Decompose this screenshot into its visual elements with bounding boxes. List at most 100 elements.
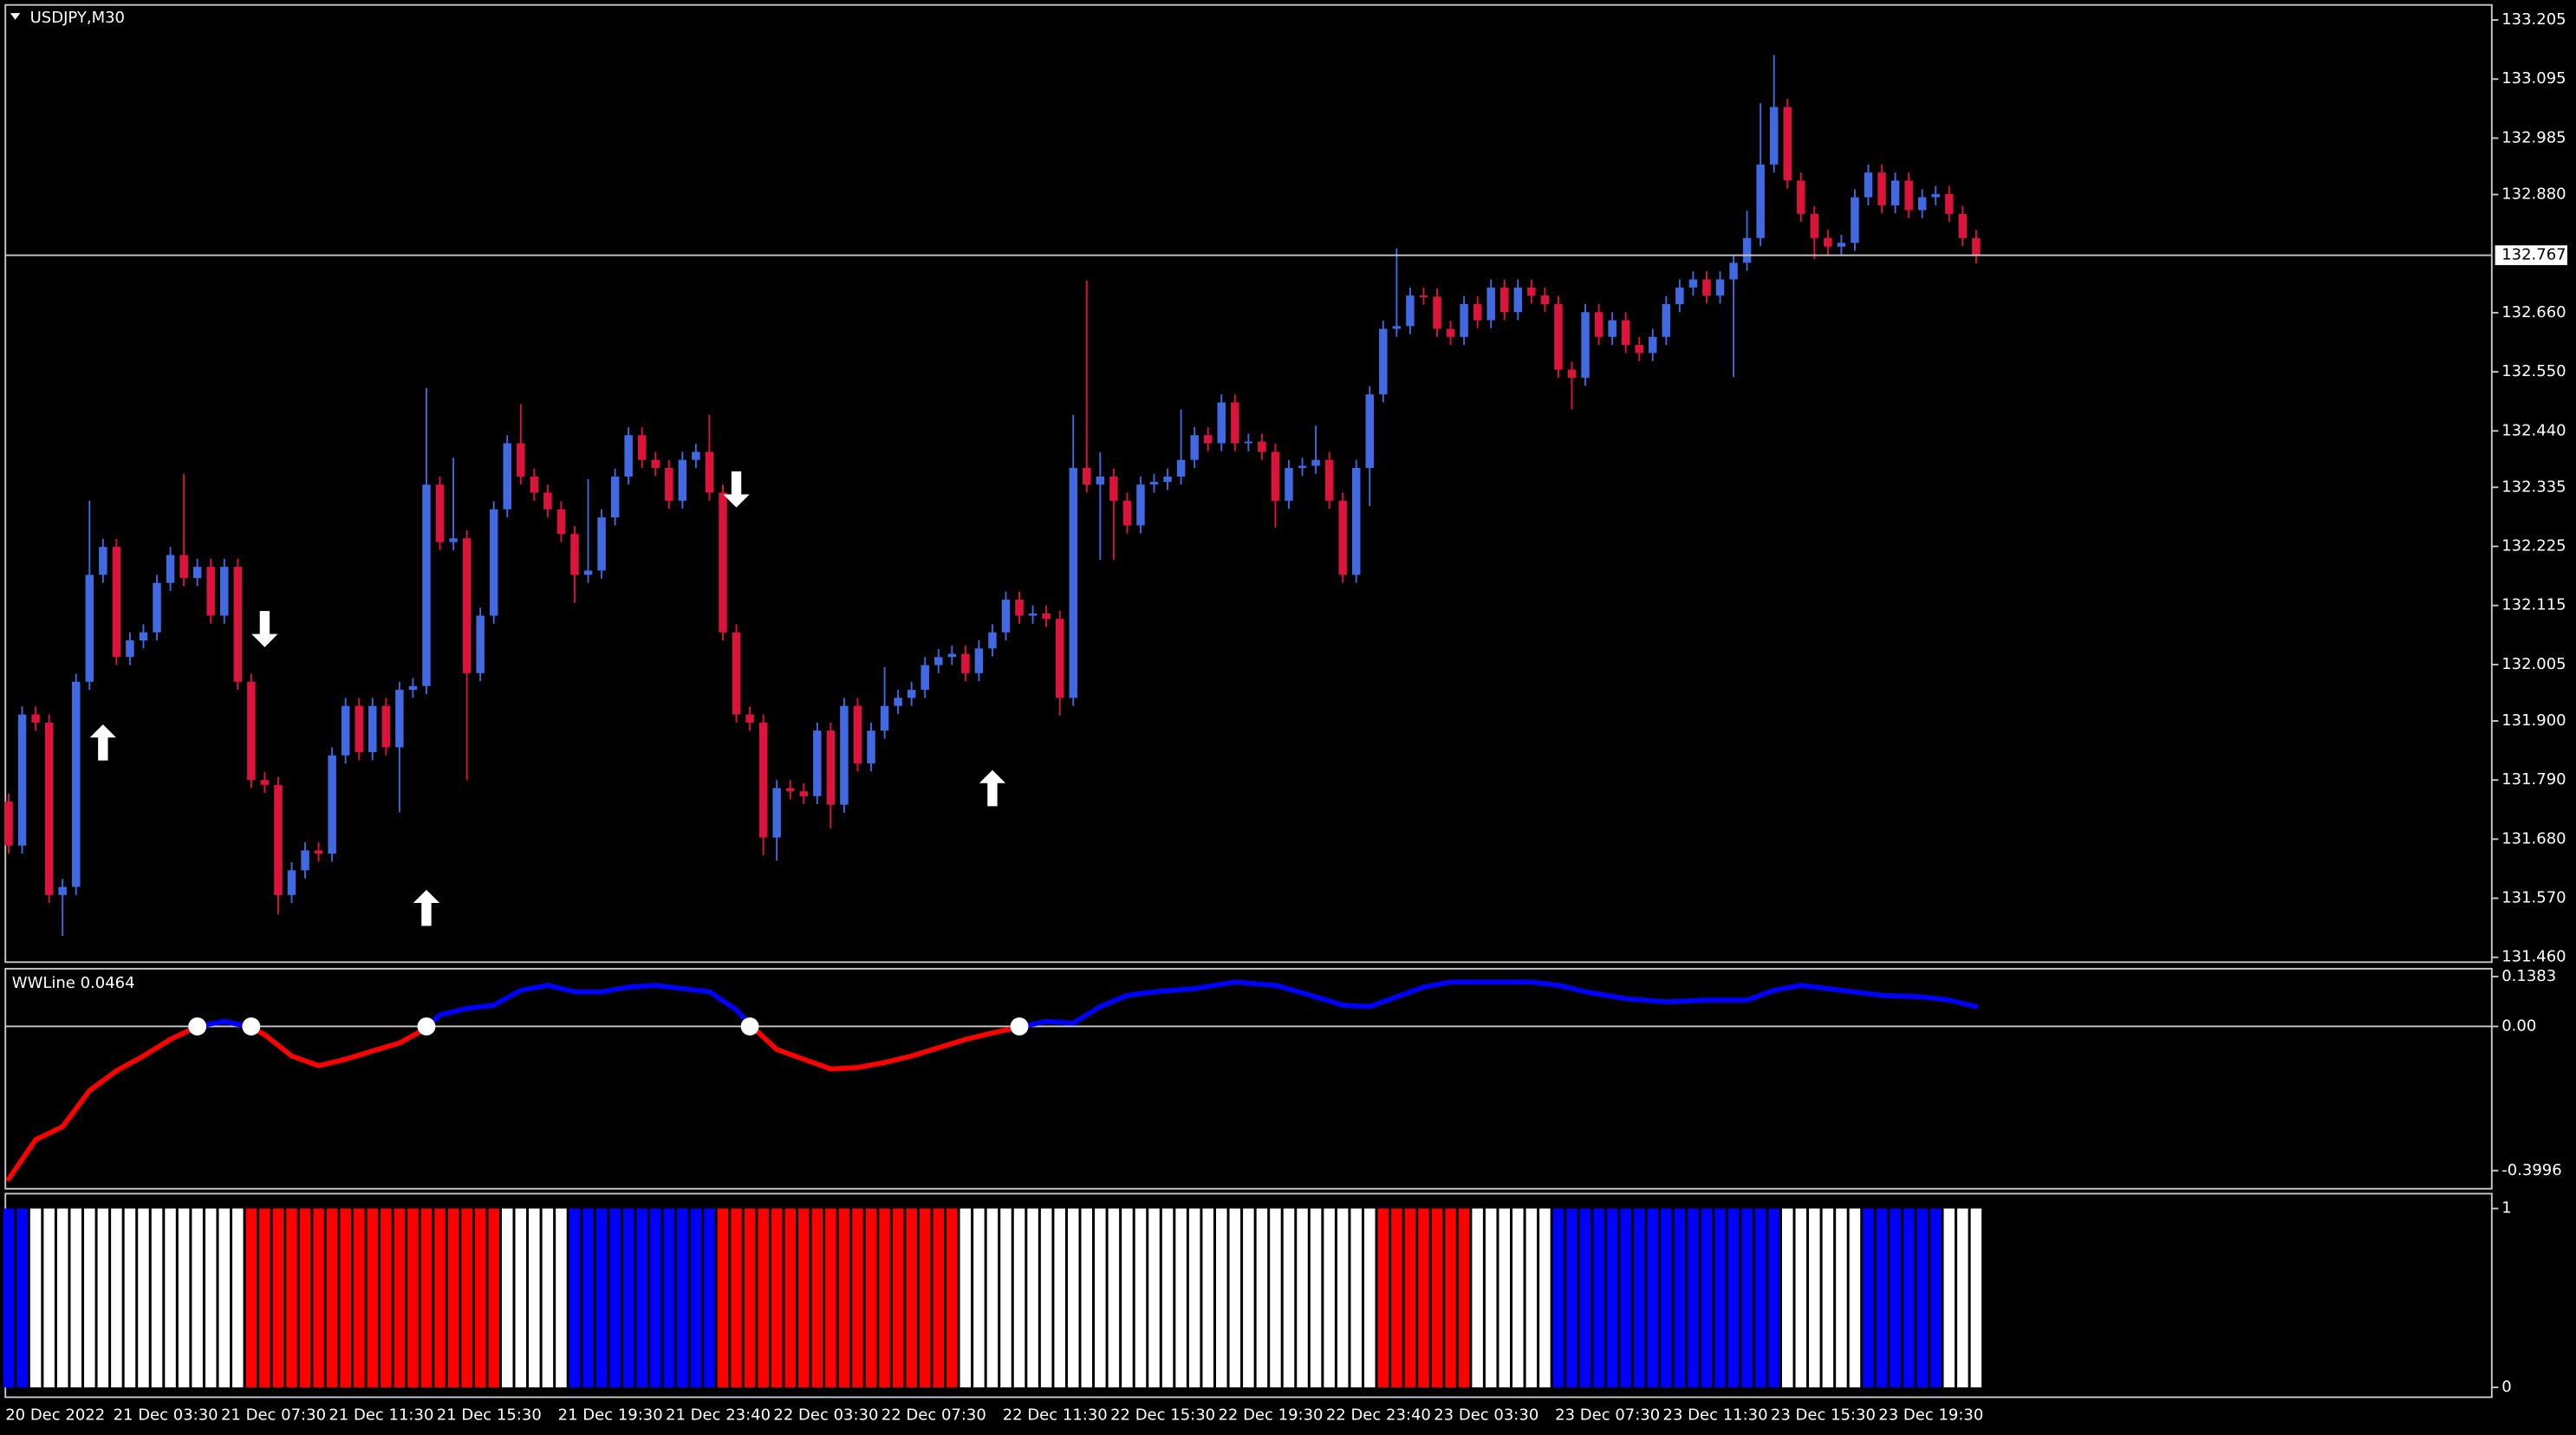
histogram-bar [192,1208,203,1388]
y-tick-label: 1 [2501,1199,2511,1217]
x-tick-label: 20 Dec 2022 [5,1406,105,1424]
histogram-bar [1633,1208,1645,1388]
histogram-bar [1566,1208,1577,1388]
histogram-bar [1593,1208,1604,1388]
candle-body [570,534,579,575]
histogram-bar [1040,1208,1052,1388]
histogram-bar [326,1208,338,1388]
histogram-bar [1579,1208,1591,1388]
histogram-bar [1067,1208,1079,1388]
histogram-bar [1175,1208,1187,1388]
candle-body [1311,459,1320,466]
histogram-bar [717,1208,729,1388]
histogram-bar [1472,1208,1483,1388]
candle-body [435,484,445,542]
indicator-line [774,1047,807,1062]
candle-body [745,714,754,723]
histogram-bar [609,1208,621,1388]
y-tick-label: 132.115 [2501,596,2566,614]
histogram-bar [906,1208,917,1388]
indicator-line [1313,994,1346,1008]
histogram-bar [1148,1208,1160,1388]
indicator-line [315,1056,348,1068]
candle-body [853,705,862,763]
candle-body [260,780,270,785]
histogram-bar [542,1208,554,1388]
candle-body [1675,287,1684,304]
histogram-bar [501,1208,513,1388]
histogram-bar [1095,1208,1106,1388]
histogram-bar [1297,1208,1308,1388]
candle-body [301,850,309,871]
y-tick-label: -0.3996 [2501,1161,2561,1179]
histogram-bar [474,1208,486,1388]
indicator-line [801,1056,834,1072]
indicator-panel-frame [4,967,2493,1190]
histogram-bar [1701,1208,1713,1388]
histogram-bar [447,1208,459,1388]
indicator-line [464,1003,497,1011]
candle-body [826,730,836,805]
histogram-bar [1781,1208,1793,1388]
candle-body [1729,263,1738,280]
candle-body [1688,279,1698,288]
candle-body [880,705,889,731]
histogram-bar [690,1208,702,1388]
histogram-bar [461,1208,472,1388]
candle-body [1783,107,1792,181]
candle-body [126,640,134,658]
candle-body [31,714,40,723]
candle-body [206,567,215,616]
arrow-up [979,769,1006,807]
candle-body [462,538,472,673]
histogram-bar [70,1208,81,1388]
candle-body [1837,243,1846,247]
x-tick-label: 22 Dec 03:30 [773,1406,878,1424]
indicator-line [828,1065,861,1072]
histogram-bar [259,1208,270,1388]
histogram-bar [959,1208,972,1388]
indicator-line [437,1005,470,1018]
histogram-bar [744,1208,756,1388]
indicator-line [60,1088,93,1130]
histogram-bar [1754,1208,1766,1388]
candle-body [1446,328,1455,337]
histogram-bar [1647,1208,1659,1388]
crossing-dot [242,1017,261,1036]
indicator-line [87,1068,120,1094]
histogram-bar [299,1208,311,1388]
histogram-bar [1485,1208,1497,1388]
menu-triangle[interactable] [10,13,21,20]
y-tick-label: 131.570 [2501,889,2566,907]
candle-body [517,443,525,477]
candle-body [1083,468,1091,485]
histogram-bar [1849,1208,1861,1388]
candle-body [907,690,916,698]
candle-body [1298,465,1307,469]
candle-body [1271,451,1280,501]
candle-body [1972,237,1981,256]
indicator-line [1556,983,1588,995]
histogram-bar [1525,1208,1538,1388]
candle-body [934,657,943,666]
y-tick-label: 132.005 [2501,655,2566,673]
histogram-bar [595,1208,608,1388]
candle-body [1433,296,1441,329]
candle-body [1931,193,1940,198]
histogram-bar [986,1208,999,1388]
x-tick-label: 23 Dec 07:30 [1555,1406,1660,1424]
histogram-bar [1270,1208,1281,1388]
candle-body [1621,320,1630,346]
histogram-bar [56,1208,68,1388]
arrow-up [89,724,116,761]
indicator-line [491,988,524,1008]
histogram-bar [515,1208,527,1388]
indicator-line [289,1053,322,1068]
histogram-bar [1445,1208,1456,1388]
candle-body [4,801,13,846]
candle-body [1958,213,1968,238]
x-tick-label: 22 Dec 19:30 [1218,1406,1323,1424]
histogram-bar [1391,1208,1402,1388]
indicator-line [1771,983,1804,993]
candle-body [1877,172,1886,205]
